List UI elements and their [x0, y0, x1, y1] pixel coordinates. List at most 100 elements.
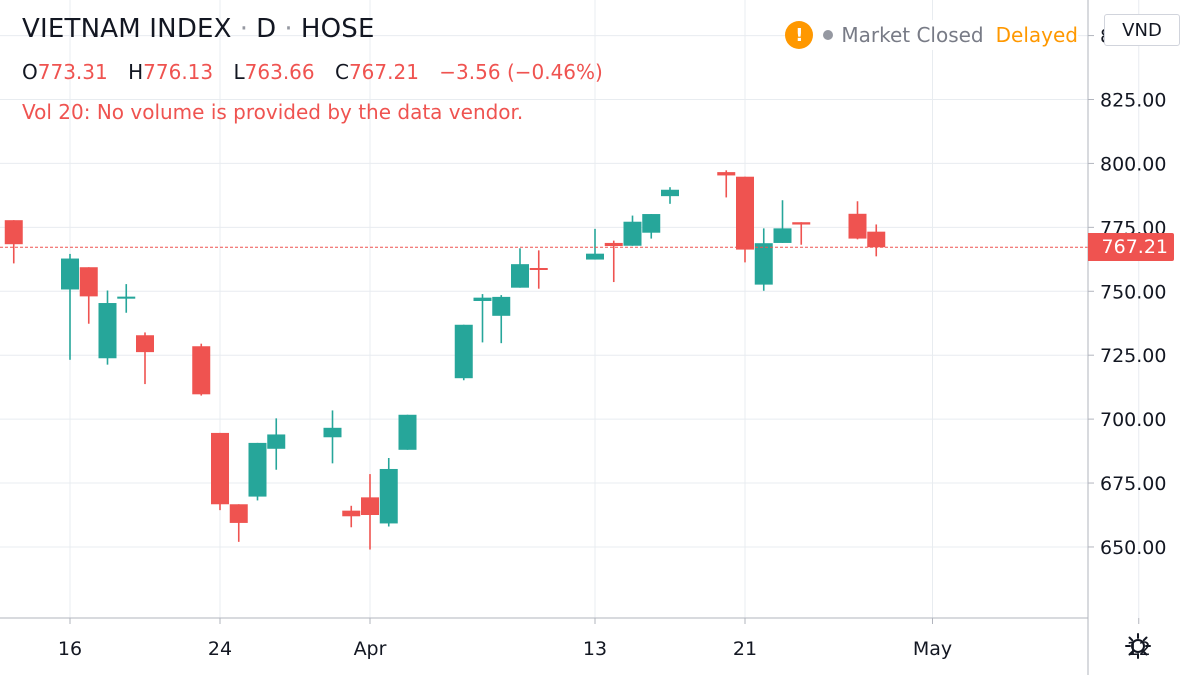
candle [4, 220, 23, 264]
grid-lines [0, 0, 1140, 618]
low-value: 763.66 [244, 60, 315, 84]
x-tick-label: 16 [58, 638, 82, 660]
candle [79, 267, 98, 324]
high-value: 776.13 [143, 60, 214, 84]
y-tick-label: 650.00 [1100, 537, 1166, 559]
close-label: C [334, 60, 349, 84]
candle [848, 201, 867, 240]
x-tick-label: 13 [583, 638, 607, 660]
candle-body [4, 220, 23, 245]
status-dot-icon [823, 30, 834, 40]
candle [323, 410, 342, 464]
candle-body [248, 442, 267, 497]
open-label: O [22, 60, 38, 84]
candle [642, 214, 661, 239]
candle-body [267, 434, 286, 449]
ohlc-values: O773.31 H776.13 L763.66 C767.21 −3.56 (−… [22, 60, 603, 84]
candle [61, 253, 79, 360]
x-tick-label: 24 [208, 638, 232, 660]
candle [604, 240, 623, 283]
y-tick-label: 750.00 [1100, 281, 1166, 303]
candle-body [792, 222, 811, 225]
candle-body [604, 242, 623, 247]
candle [661, 187, 679, 204]
candle-body [61, 258, 79, 290]
open-value: 773.31 [37, 60, 108, 84]
candle [473, 294, 492, 343]
x-tick-label: Apr [354, 638, 387, 660]
candle [623, 215, 642, 246]
candle-body [661, 189, 679, 197]
candle-body [342, 510, 361, 517]
candle [492, 295, 511, 344]
candle [267, 418, 286, 470]
y-tick-label: 675.00 [1100, 473, 1166, 495]
candle [229, 504, 248, 542]
currency-badge[interactable]: VND [1104, 14, 1180, 46]
interval-label[interactable]: D [256, 14, 277, 44]
candle-body [98, 303, 117, 359]
candle-body [361, 497, 379, 515]
last-price-tag: 767.21 [1088, 233, 1174, 262]
candle-body [492, 296, 511, 316]
candle-body [867, 231, 886, 248]
change-value: −3.56 (−0.46%) [439, 60, 603, 84]
candle [792, 222, 811, 245]
candle [136, 332, 154, 385]
candle-body [192, 346, 211, 395]
candle [736, 176, 754, 263]
separator-dot: · [284, 14, 293, 44]
candle-body [511, 264, 529, 288]
candle-body [398, 414, 417, 450]
candles [4, 170, 886, 550]
x-tick-label: 21 [733, 638, 757, 660]
delayed-label[interactable]: Delayed [995, 23, 1078, 47]
candle-body [117, 296, 136, 299]
candle-body [379, 468, 398, 524]
y-tick-label: 700.00 [1100, 409, 1166, 431]
market-status: ! Market Closed Delayed [785, 20, 1078, 50]
candle [586, 228, 604, 260]
candle-body [211, 432, 229, 505]
separator-dot: · [239, 14, 249, 44]
y-tick-label: 825.00 [1100, 89, 1166, 111]
y-tick-label: 800.00 [1100, 153, 1166, 175]
candle [192, 343, 211, 396]
candle [211, 432, 229, 511]
exchange-label: HOSE [300, 14, 375, 44]
candle-body [754, 243, 773, 285]
low-label: L [233, 60, 245, 84]
candle [98, 290, 117, 365]
candle-body [773, 228, 792, 243]
candle [398, 414, 417, 450]
candle-body [473, 297, 492, 301]
candle-body [586, 253, 604, 260]
axes: 650.00675.00700.00725.00750.00775.00800.… [0, 0, 1166, 675]
y-tick-label: 725.00 [1100, 345, 1166, 367]
symbol-name[interactable]: VIETNAM INDEX [22, 14, 232, 44]
candle [754, 228, 773, 291]
candle-body [454, 324, 473, 379]
market-closed-label: Market Closed [841, 23, 984, 47]
candle-body [229, 504, 248, 523]
volume-indicator-text[interactable]: Vol 20: No volume is provided by the dat… [22, 100, 524, 124]
candle-body [529, 267, 548, 270]
close-value: 767.21 [348, 60, 419, 84]
candle [361, 474, 379, 550]
candle-body [79, 267, 98, 297]
candle [773, 200, 792, 243]
candle-body [323, 427, 342, 438]
candle [248, 442, 267, 501]
exclamation-icon[interactable]: ! [785, 21, 814, 49]
candle-body [736, 176, 754, 250]
x-tick-label: May [913, 638, 952, 660]
candle-body [136, 335, 154, 353]
candle-body [848, 213, 867, 239]
candle [379, 457, 398, 527]
gear-icon[interactable] [1124, 632, 1152, 660]
high-label: H [128, 60, 144, 84]
candle [117, 284, 136, 313]
symbol-title: VIETNAM INDEX · D · HOSE [22, 14, 375, 44]
candle [511, 248, 529, 288]
